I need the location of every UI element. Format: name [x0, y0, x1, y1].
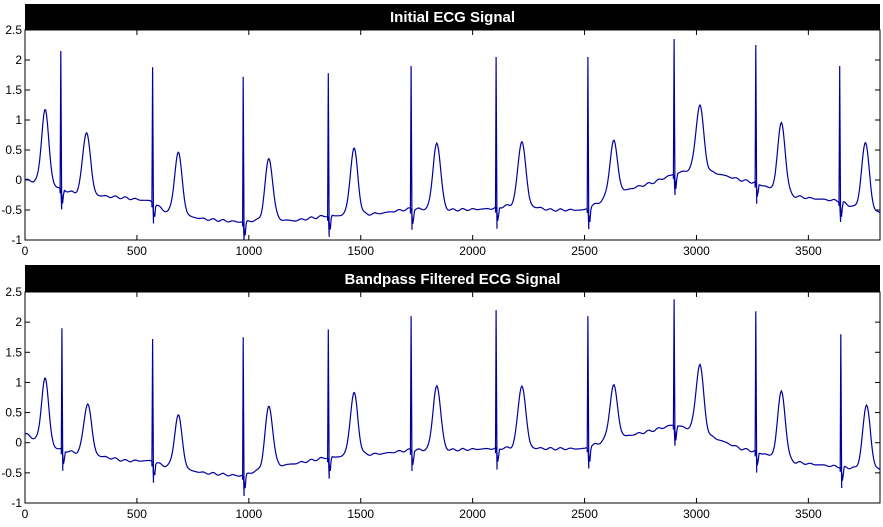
filtered-ecg-panel: Bandpass Filtered ECG Signal -1 -0.5 0 0.5 1 1… [1, 265, 881, 521]
x-tick-label: 2500 [571, 507, 598, 521]
chart-title: Initial ECG Signal [390, 9, 515, 26]
y-tick-label: 1 [15, 375, 22, 389]
y-tick-label: 2 [15, 53, 22, 67]
y-tick-label: -0.5 [1, 466, 22, 480]
title-bar [25, 265, 880, 292]
y-tick-label: 0 [15, 436, 22, 450]
y-tick-label: 2.5 [5, 23, 22, 37]
chart-title: Bandpass Filtered ECG Signal [345, 271, 561, 288]
x-tick-label: 0 [22, 507, 29, 521]
x-tick-label: 500 [127, 507, 147, 521]
x-tick-label: 2000 [459, 507, 486, 521]
y-tick-label: -1 [11, 496, 22, 510]
x-tick-label: 3500 [795, 507, 822, 521]
y-tick-label: 1 [15, 113, 22, 127]
plot-area [24, 291, 881, 504]
y-tick-label: 2 [15, 315, 22, 329]
ecg-trace [25, 38, 880, 240]
y-tick-label: -1 [11, 233, 22, 247]
y-tick-label: 0.5 [5, 143, 22, 157]
x-tick-label: 3000 [683, 244, 710, 258]
x-tick-label: 2000 [459, 244, 486, 258]
y-tick-label: -0.5 [1, 203, 22, 217]
x-tick-label: 0 [22, 244, 29, 258]
x-tick-label: 1000 [235, 507, 262, 521]
x-tick-label: 3500 [795, 244, 822, 258]
y-tick-label: 2.5 [5, 285, 22, 299]
x-tick-label: 500 [127, 244, 147, 258]
x-tick-label: 3000 [683, 507, 710, 521]
x-tick-label: 1500 [347, 244, 374, 258]
x-tick-label: 1500 [347, 507, 374, 521]
ecg-trace [25, 299, 880, 497]
plot-area [24, 29, 881, 241]
y-tick-label: 0.5 [5, 406, 22, 420]
title-bar [25, 4, 880, 30]
initial-ecg-panel: Initial ECG Signal -1 -0.5 0 0.5 1 1.5 2 2.5 0 500… [1, 4, 881, 258]
x-tick-label: 1000 [235, 244, 262, 258]
x-tick-label: 2500 [571, 244, 598, 258]
y-tick-label: 0 [15, 173, 22, 187]
y-tick-label: 1.5 [5, 345, 22, 359]
y-tick-label: 1.5 [5, 83, 22, 97]
